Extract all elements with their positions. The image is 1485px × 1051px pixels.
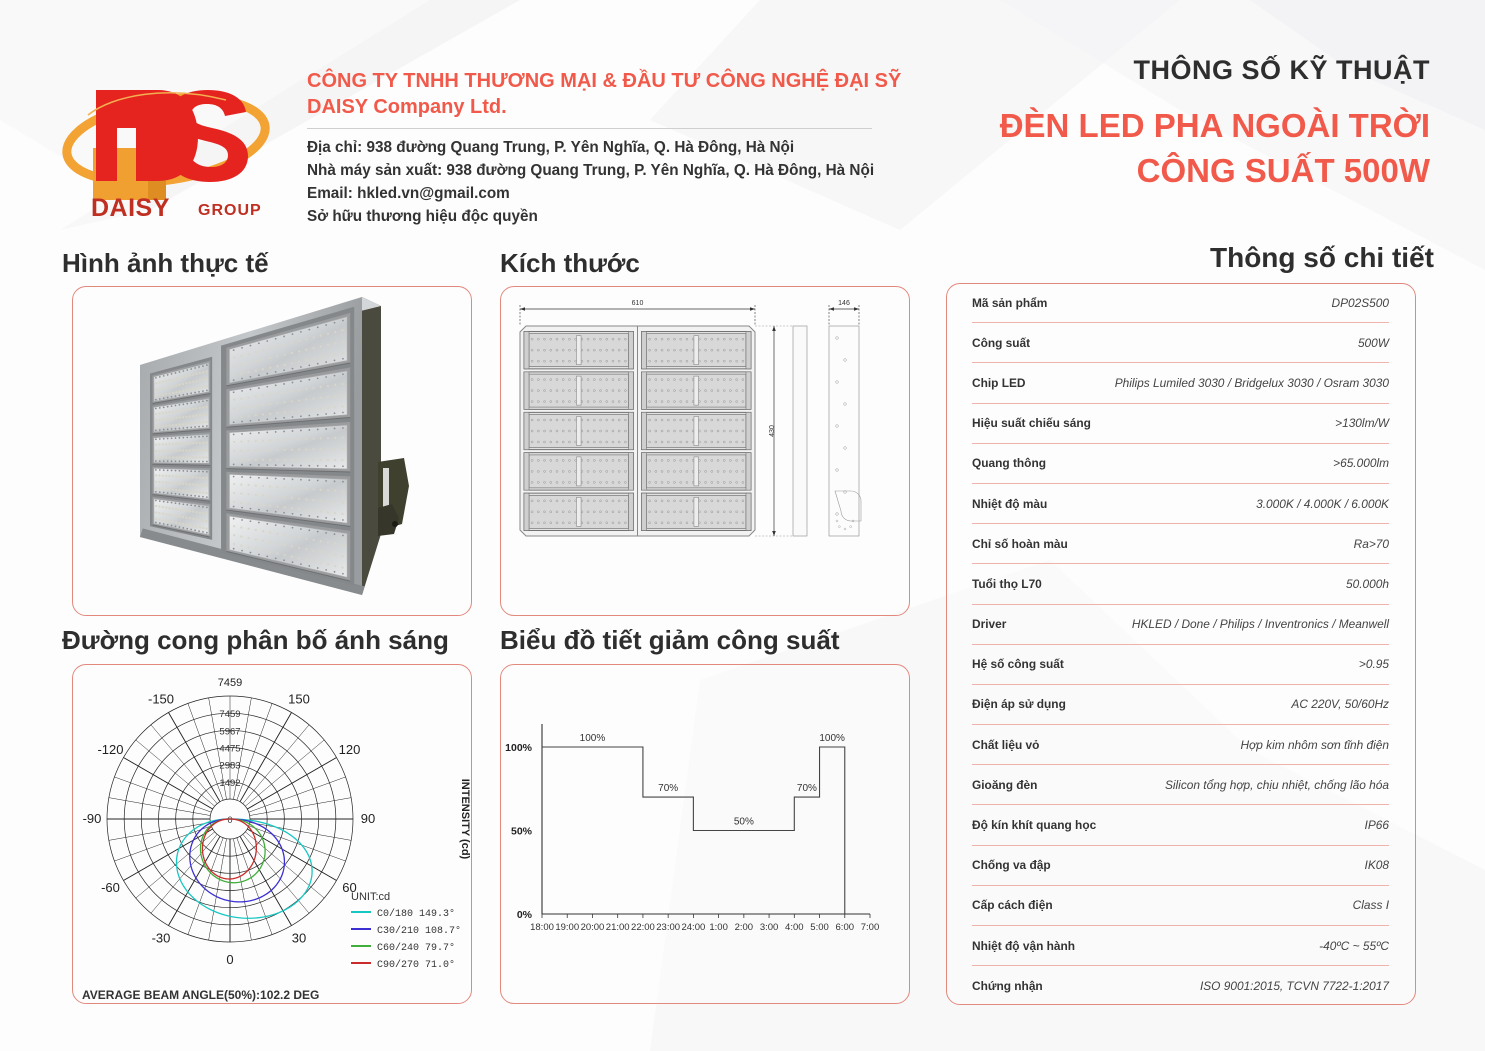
- svg-text:4475: 4475: [219, 744, 240, 755]
- svg-text:90: 90: [361, 811, 375, 826]
- svg-text:2:00: 2:00: [735, 922, 754, 933]
- svg-text:100%: 100%: [819, 733, 845, 744]
- svg-text:100%: 100%: [580, 733, 606, 744]
- svg-text:20:00: 20:00: [581, 922, 605, 933]
- svg-text:UNIT:cd: UNIT:cd: [351, 891, 390, 903]
- svg-text:2983: 2983: [219, 761, 240, 772]
- svg-text:-120: -120: [97, 742, 123, 757]
- svg-text:7459: 7459: [218, 677, 242, 689]
- svg-text:5967: 5967: [219, 726, 240, 737]
- svg-text:19:00: 19:00: [555, 922, 579, 933]
- svg-text:30: 30: [292, 931, 306, 946]
- svg-text:-60: -60: [101, 880, 120, 895]
- svg-text:24:00: 24:00: [681, 922, 705, 933]
- svg-text:-30: -30: [152, 931, 171, 946]
- svg-text:21:00: 21:00: [606, 922, 630, 933]
- svg-text:18:00: 18:00: [530, 922, 554, 933]
- svg-text:120: 120: [339, 742, 361, 757]
- svg-text:1492: 1492: [219, 778, 240, 789]
- svg-text:150: 150: [288, 691, 310, 706]
- svg-text:C0/180 149.3°: C0/180 149.3°: [377, 908, 455, 920]
- svg-text:7459: 7459: [219, 709, 240, 720]
- svg-text:0%: 0%: [517, 909, 533, 921]
- svg-text:GROUP: GROUP: [198, 202, 262, 219]
- svg-text:INTENSITY (cd): INTENSITY (cd): [459, 779, 471, 860]
- svg-text:C30/210 108.7°: C30/210 108.7°: [377, 925, 461, 937]
- svg-text:7:00: 7:00: [861, 922, 880, 933]
- svg-text:3:00: 3:00: [760, 922, 779, 933]
- svg-text:50%: 50%: [734, 817, 754, 828]
- svg-text:100%: 100%: [505, 742, 533, 754]
- svg-text:-90: -90: [83, 811, 102, 826]
- svg-text:4:00: 4:00: [785, 922, 804, 933]
- svg-text:70%: 70%: [658, 783, 678, 794]
- svg-text:0: 0: [226, 952, 233, 967]
- svg-text:22:00: 22:00: [631, 922, 655, 933]
- svg-text:146: 146: [838, 300, 850, 307]
- svg-text:DAISY: DAISY: [91, 194, 170, 222]
- svg-text:0: 0: [227, 815, 232, 825]
- svg-text:C90/270 71.0°: C90/270 71.0°: [377, 959, 455, 971]
- svg-text:610: 610: [632, 300, 644, 307]
- svg-text:50%: 50%: [511, 826, 533, 838]
- svg-text:23:00: 23:00: [656, 922, 680, 933]
- svg-text:AVERAGE BEAM ANGLE(50%):102.2: AVERAGE BEAM ANGLE(50%):102.2 DEG: [82, 988, 319, 1002]
- svg-text:430: 430: [769, 425, 776, 437]
- svg-text:1:00: 1:00: [709, 922, 728, 933]
- svg-text:-150: -150: [148, 691, 174, 706]
- svg-text:5:00: 5:00: [810, 922, 829, 933]
- svg-text:6:00: 6:00: [836, 922, 855, 933]
- svg-text:70%: 70%: [797, 783, 817, 794]
- svg-text:C60/240 79.7°: C60/240 79.7°: [377, 942, 455, 954]
